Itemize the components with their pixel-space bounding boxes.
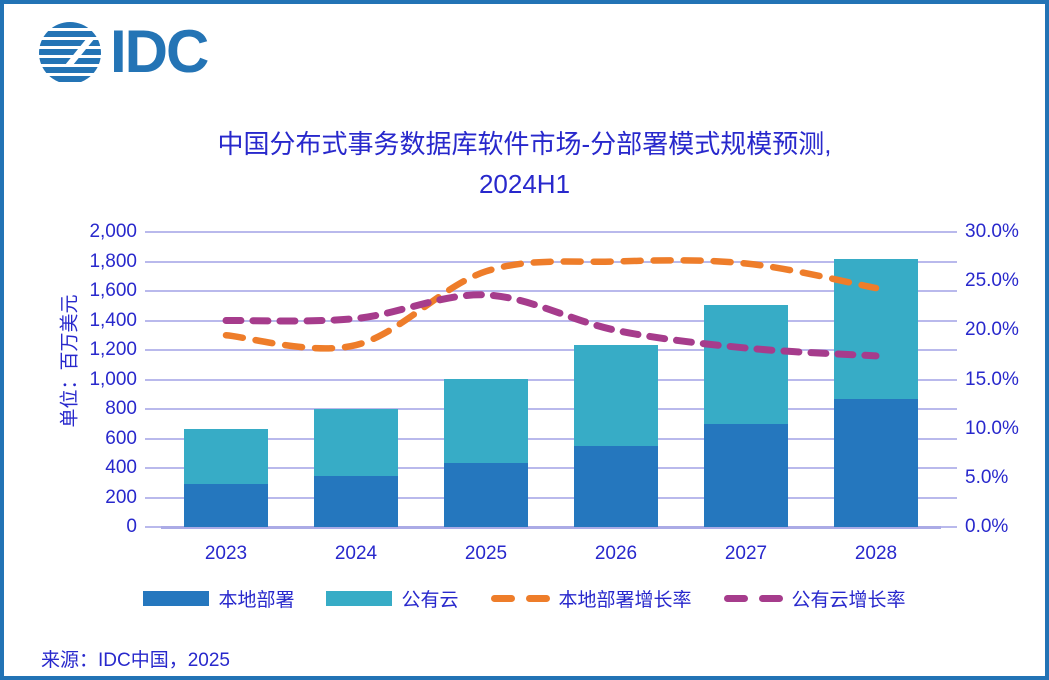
- y-axis-tick-label: 1,000: [89, 368, 137, 390]
- legend-swatch-dash: [490, 595, 550, 602]
- gridline: [161, 467, 941, 469]
- legend-swatch-bar: [143, 591, 210, 606]
- legend-item-0: 本地部署: [143, 585, 294, 612]
- chart-title: 中国分布式事务数据库软件市场-分部署模式规模预测, 2024H1: [4, 124, 1045, 204]
- bar-segment-cloud: [314, 408, 398, 477]
- gridline: [161, 526, 941, 529]
- left-tick-mark: [145, 467, 161, 469]
- legend-label: 本地部署: [218, 590, 295, 611]
- y-axis-tick-label: 0: [126, 516, 137, 537]
- gridline: [161, 349, 941, 351]
- plot-area: 0 200 400 600 800 1,000 1,200 1,400 1,600 1,800 2,…: [89, 221, 1018, 564]
- legend-item-3: 公有云增长率: [723, 585, 906, 612]
- bar-segment-cloud: [704, 305, 788, 425]
- right-tick-mark: [941, 319, 957, 322]
- right-tick-mark: [941, 526, 957, 528]
- secondary-axis-tick-label: 15.0%: [965, 368, 1019, 390]
- secondary-axis-tick-label: 0.0%: [965, 516, 1009, 537]
- left-tick-mark: [145, 290, 161, 292]
- onprem-growth-line: [222, 257, 880, 352]
- legend-label: 公有云: [401, 590, 459, 611]
- growth-lines-layer: [222, 257, 880, 360]
- right-tick-mark: [941, 290, 957, 292]
- y-axis-tick-label: 1,400: [89, 309, 137, 331]
- gridline: [161, 496, 941, 499]
- y-axis-tick-label: 200: [105, 486, 137, 508]
- legend: 本地部署 公有云 本地部署增长率 公有云增长率: [4, 585, 1045, 612]
- dash-segment: [723, 595, 748, 602]
- left-tick-mark: [145, 319, 161, 322]
- y-axis-tick-label: 600: [105, 427, 137, 449]
- secondary-axis-tick-label: 20.0%: [965, 319, 1019, 341]
- y-axis-tick-label: 800: [105, 398, 137, 419]
- bar-segment-onprem: [704, 424, 788, 527]
- gridline: [161, 408, 941, 410]
- chart-title-line1: 中国分布式事务数据库软件市场-分部署模式规模预测,: [217, 129, 832, 159]
- right-tick-mark: [941, 408, 957, 410]
- bar-segment-onprem: [314, 476, 398, 527]
- left-tick-mark: [145, 496, 161, 499]
- left-tick-mark: [145, 349, 161, 351]
- left-tick-mark: [145, 526, 161, 528]
- x-axis-label: 2025: [464, 543, 508, 564]
- x-axis-label: 2027: [724, 543, 768, 564]
- right-tick-mark: [941, 349, 957, 351]
- right-tick-mark: [941, 437, 957, 440]
- right-tick-mark: [941, 467, 957, 469]
- dash-segment: [490, 595, 515, 602]
- gridline: [161, 290, 941, 292]
- gridline: [161, 231, 941, 233]
- x-axis-label: 2023: [204, 543, 248, 564]
- y-axis-tick-label: 1,800: [89, 250, 137, 272]
- chart-title-line2: 2024H1: [478, 169, 571, 199]
- x-axis-label: 2028: [854, 543, 898, 564]
- legend-item-1: 公有云: [326, 585, 459, 612]
- gridline: [161, 437, 941, 440]
- left-tick-mark: [145, 437, 161, 440]
- right-tick-mark: [941, 231, 957, 233]
- x-axis-label: 2026: [594, 543, 638, 564]
- left-tick-mark: [145, 408, 161, 410]
- legend-swatch-bar: [326, 591, 393, 606]
- left-tick-mark: [145, 231, 161, 233]
- idc-globe-icon: [39, 22, 101, 84]
- secondary-axis-tick-label: 5.0%: [965, 466, 1009, 488]
- legend-label: 公有云增长率: [791, 590, 906, 611]
- y-axis-tick-label: 2,000: [89, 221, 137, 242]
- y-axis-tick-label: 1,600: [89, 280, 137, 301]
- bar-segment-cloud: [444, 379, 528, 464]
- right-tick-mark: [941, 378, 957, 381]
- bar-segment-cloud: [184, 428, 268, 485]
- right-tick-mark: [941, 260, 957, 263]
- left-tick-mark: [145, 378, 161, 381]
- bar-segment-onprem: [574, 445, 658, 527]
- legend-label: 本地部署增长率: [558, 590, 692, 611]
- bar-segment-onprem: [184, 484, 268, 527]
- y-axis-tick-label: 400: [105, 457, 137, 478]
- bar-segment-onprem: [834, 399, 918, 527]
- source-note: 来源：IDC中国，2025: [41, 650, 230, 671]
- y-axis-tick-label: 1,200: [89, 339, 137, 360]
- gridline: [161, 378, 941, 381]
- left-tick-mark: [145, 260, 161, 263]
- x-axis-label: 2024: [334, 543, 378, 564]
- bar-segment-cloud: [574, 345, 658, 446]
- dash-segment: [758, 595, 783, 602]
- secondary-axis-tick-label: 30.0%: [965, 221, 1019, 242]
- legend-item-2: 本地部署增长率: [490, 585, 692, 612]
- dash-segment: [525, 595, 550, 602]
- secondary-axis-tick-label: 10.0%: [965, 417, 1019, 439]
- secondary-axis-tick-label: 25.0%: [965, 270, 1019, 292]
- idc-logo-text: IDC: [110, 18, 209, 85]
- cloud-growth-line: [222, 291, 880, 360]
- right-tick-mark: [941, 496, 957, 499]
- idc-logo: IDC: [37, 18, 209, 85]
- legend-swatch-dash: [723, 595, 783, 602]
- bar-segment-onprem: [444, 463, 528, 527]
- gridline: [161, 319, 941, 322]
